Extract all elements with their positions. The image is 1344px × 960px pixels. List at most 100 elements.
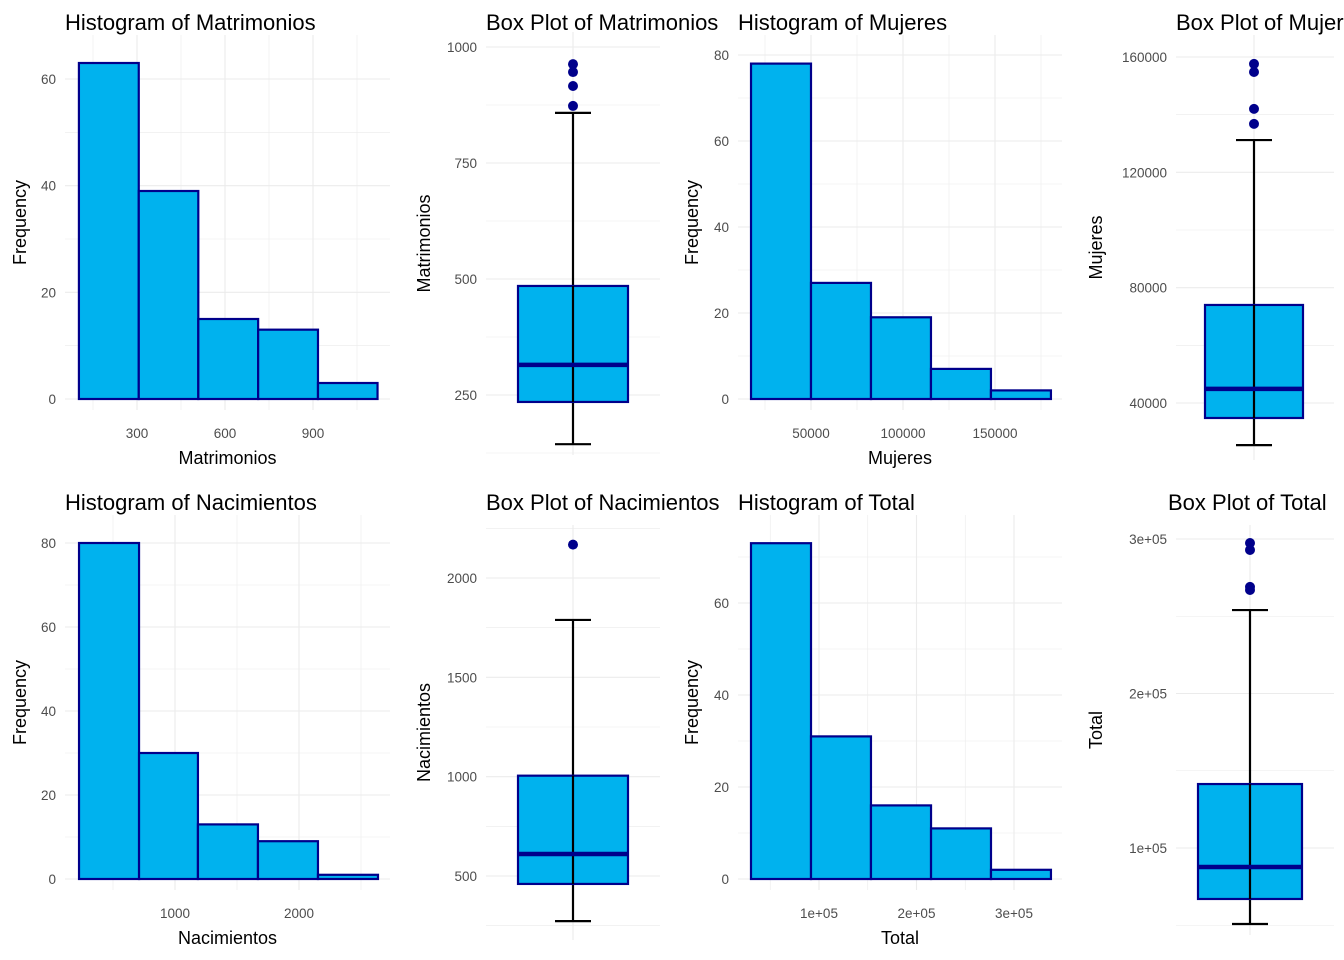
chart-title: Box Plot of Matrimonios: [486, 10, 718, 35]
y-tick-label: 40: [714, 220, 729, 235]
y-tick-label: 2e+05: [1129, 687, 1167, 702]
y-tick-label: 80: [714, 48, 729, 63]
y-axis-title: Mujeres: [1086, 215, 1106, 279]
histogram-bar: [316, 381, 379, 401]
panel-box-plot-of-nacimientos: 500 1000 1500 2000 Nacimientos Box Plot of Na…: [414, 490, 720, 940]
outlier-point: [568, 80, 578, 91]
y-tick-label: 1e+05: [1129, 841, 1167, 856]
y-tick-label: 1500: [447, 670, 477, 685]
chart-title: Histogram of Nacimientos: [65, 490, 317, 515]
chart-title: Box Plot of Total: [1168, 490, 1327, 515]
y-axis-title: Total: [1086, 711, 1106, 749]
panel-histogram-of-nacimientos: 1000 2000 Nacimientos 0 20 40 60 80 Frequency His…: [10, 490, 390, 948]
x-axis-title: Mujeres: [868, 448, 932, 468]
x-axis-title: Nacimientos: [178, 928, 277, 948]
chart-title: Histogram of Matrimonios: [65, 10, 316, 35]
histogram-bar: [929, 827, 993, 881]
x-tick-label: 1e+05: [800, 906, 838, 921]
y-axis-title: Frequency: [10, 180, 30, 265]
chart-title: Histogram of Total: [738, 490, 915, 515]
x-tick-label: 600: [214, 426, 237, 441]
y-axis-title: Frequency: [10, 660, 30, 745]
outlier-point: [1245, 544, 1255, 555]
histogram-bar: [749, 542, 813, 881]
outlier-point: [568, 67, 578, 78]
panel-box-plot-of-mujeres: 40000 80000 120000 160000 Mujeres Box Plot of…: [1086, 10, 1344, 460]
y-tick-label: 20: [714, 780, 729, 795]
y-tick-label: 2000: [447, 571, 477, 586]
y-tick-label: 60: [714, 134, 729, 149]
y-axis-title: Nacimientos: [414, 683, 434, 782]
histogram-bar: [316, 873, 380, 881]
x-tick-label: 100000: [880, 426, 925, 441]
y-tick-label: 160000: [1122, 50, 1167, 65]
outlier-point: [1245, 538, 1255, 549]
histogram-bar: [257, 328, 320, 401]
y-tick-label: 250: [454, 388, 477, 403]
y-tick-label: 60: [714, 596, 729, 611]
y-tick-label: 0: [48, 392, 56, 407]
y-tick-label: 1000: [447, 40, 477, 55]
panel-box-plot-of-matrimonios: 250 500 750 1000 Matrimonios Box Plot of Matr…: [414, 10, 718, 455]
outlier-point: [568, 59, 578, 70]
y-tick-label: 40: [41, 704, 56, 719]
histogram-bar: [809, 735, 873, 881]
histogram-bar: [989, 868, 1053, 881]
y-tick-label: 0: [721, 872, 729, 887]
y-tick-label: 20: [714, 306, 729, 321]
x-tick-label: 1000: [160, 906, 190, 921]
outlier-point: [568, 100, 578, 111]
y-tick-label: 40: [41, 179, 56, 194]
histogram-bar: [809, 281, 873, 401]
outlier-point: [1249, 58, 1259, 69]
histogram-bar: [256, 840, 320, 881]
histogram-bar: [137, 751, 200, 881]
outlier-point: [1249, 118, 1259, 129]
histogram-bar: [197, 317, 260, 401]
x-tick-label: 150000: [972, 426, 1017, 441]
x-axis-title: Total: [881, 928, 919, 948]
y-tick-label: 20: [41, 788, 56, 803]
histogram-bar: [869, 316, 933, 401]
outlier-point: [1249, 103, 1259, 114]
panel-histogram-of-matrimonios: 300 600 900 Matrimonios 0 20 40 60 Frequency Hist…: [10, 10, 390, 468]
histogram-bar: [749, 62, 813, 401]
y-tick-label: 0: [721, 392, 729, 407]
outlier-point: [1249, 66, 1259, 77]
outlier-point: [1245, 581, 1255, 592]
panel-histogram-of-mujeres: 50000 100000 150000 Mujeres 0 20 40 60 80 Frequen…: [682, 10, 1062, 468]
y-tick-label: 40000: [1129, 396, 1167, 411]
y-axis-title: Matrimonios: [414, 194, 434, 292]
y-axis-title: Frequency: [682, 180, 702, 265]
x-tick-label: 300: [126, 426, 149, 441]
y-tick-label: 80000: [1129, 281, 1167, 296]
y-tick-label: 40: [714, 688, 729, 703]
panel-histogram-of-total: 1e+05 2e+05 3e+05 Total 0 20 40 60 Frequency Hist…: [682, 490, 1062, 948]
y-tick-label: 1000: [447, 770, 477, 785]
x-tick-label: 50000: [792, 426, 830, 441]
y-tick-label: 500: [454, 869, 477, 884]
chart-title: Box Plot of Mujeres: [1176, 10, 1344, 35]
y-tick-label: 0: [48, 872, 56, 887]
histogram-bar: [929, 367, 993, 401]
histogram-bar: [989, 389, 1053, 401]
y-tick-label: 80: [41, 536, 56, 551]
y-tick-label: 750: [454, 156, 477, 171]
histogram-bar: [137, 189, 200, 401]
y-tick-label: 3e+05: [1129, 532, 1167, 547]
histogram-bar: [869, 804, 933, 881]
x-tick-label: 2000: [284, 906, 314, 921]
y-tick-label: 60: [41, 620, 56, 635]
histogram-bar: [77, 61, 140, 401]
chart-title: Box Plot of Nacimientos: [486, 490, 720, 515]
panel-box-plot-of-total: 1e+05 2e+05 3e+05 Total Box Plot of Total: [1086, 490, 1334, 935]
chart-title: Histogram of Mujeres: [738, 10, 947, 35]
outlier-point: [568, 539, 578, 550]
histogram-bar: [77, 541, 141, 881]
y-tick-label: 500: [454, 272, 477, 287]
histogram-bar: [196, 823, 260, 881]
y-tick-label: 20: [41, 285, 56, 300]
x-tick-label: 2e+05: [898, 906, 936, 921]
y-tick-label: 120000: [1122, 165, 1167, 180]
